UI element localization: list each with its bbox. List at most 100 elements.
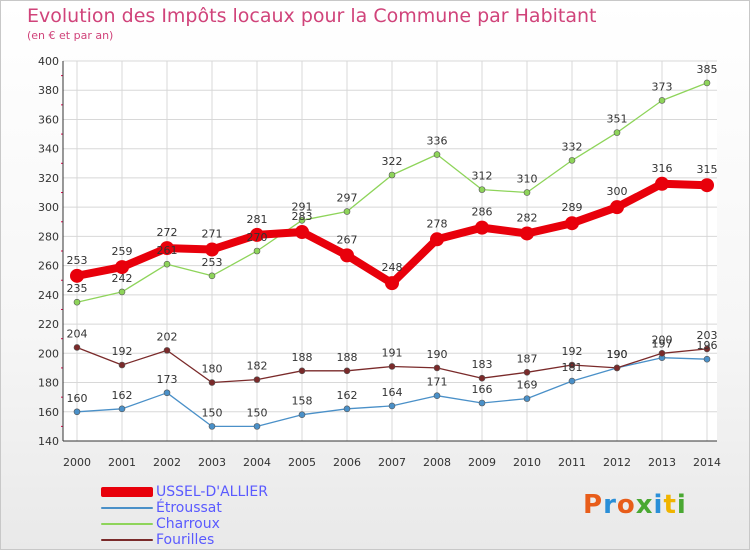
data-point — [250, 227, 264, 242]
y-tick-label: 260 — [38, 260, 59, 273]
data-point — [73, 344, 81, 351]
data-point — [163, 389, 171, 397]
data-point — [343, 208, 351, 215]
data-label: 310 — [517, 173, 538, 186]
data-point — [73, 298, 81, 306]
data-point — [295, 225, 309, 239]
data-label: 242 — [112, 272, 133, 285]
data-label: 272 — [157, 226, 178, 239]
data-point — [115, 260, 129, 275]
data-point — [655, 176, 669, 191]
data-label: 190 — [607, 348, 628, 361]
y-tick-label: 200 — [38, 347, 59, 360]
data-label: 282 — [517, 211, 538, 224]
legend-swatch — [101, 487, 153, 497]
logo-letter: i — [653, 490, 664, 520]
data-point — [118, 361, 126, 369]
data-label: 188 — [292, 351, 313, 364]
data-label: 253 — [67, 254, 88, 267]
data-label: 202 — [157, 330, 178, 343]
y-tick-label: 280 — [38, 230, 59, 243]
x-tick-label: 2003 — [198, 456, 226, 469]
logo-letter: P — [583, 490, 604, 520]
x-tick-label: 2006 — [333, 456, 361, 469]
y-tick-label: 320 — [38, 172, 59, 185]
data-label: 297 — [337, 192, 358, 205]
data-label: 291 — [292, 200, 313, 213]
legend-swatch — [101, 523, 153, 525]
data-point — [478, 186, 486, 193]
data-label: 278 — [427, 217, 448, 230]
data-point — [385, 276, 399, 291]
logo-letter: i — [676, 490, 687, 520]
y-tick-label: 220 — [38, 318, 59, 331]
y-tick-label: 180 — [38, 377, 59, 390]
data-label: 204 — [67, 327, 88, 340]
legend-label: Étroussat — [156, 500, 222, 516]
data-point — [160, 241, 174, 256]
legend-label: Fourilles — [156, 532, 215, 548]
data-label: 150 — [247, 406, 268, 419]
y-tick-label: 360 — [38, 113, 59, 126]
data-label: 351 — [607, 113, 628, 126]
data-point — [253, 247, 261, 255]
data-label: 385 — [697, 63, 718, 76]
data-label: 197 — [652, 338, 673, 351]
data-label: 191 — [382, 346, 403, 359]
data-point — [253, 376, 261, 383]
chart-title: Evolution des Impôts locaux pour la Comm… — [27, 5, 597, 27]
data-point — [340, 248, 354, 263]
data-point — [343, 367, 351, 375]
data-point — [568, 377, 576, 385]
data-point — [208, 423, 216, 430]
data-point — [163, 260, 171, 268]
data-point — [298, 367, 306, 375]
data-point — [73, 408, 81, 416]
data-label: 235 — [67, 282, 88, 295]
data-label: 373 — [652, 80, 673, 93]
data-label: 322 — [382, 155, 403, 168]
data-label: 203 — [697, 329, 718, 342]
x-tick-label: 2008 — [423, 456, 451, 469]
data-label: 158 — [292, 395, 313, 408]
data-point — [388, 402, 396, 410]
data-label: 289 — [562, 201, 583, 214]
data-label: 300 — [607, 185, 628, 198]
data-point — [523, 189, 531, 196]
data-label: 259 — [112, 245, 133, 258]
y-tick-label: 300 — [38, 201, 59, 214]
data-point — [433, 392, 441, 399]
data-label: 169 — [517, 379, 538, 392]
data-label: 270 — [247, 231, 268, 244]
data-point — [118, 288, 126, 296]
legend-label: USSEL-D'ALLIER — [156, 484, 268, 500]
legend-swatch — [101, 507, 153, 509]
data-label: 271 — [202, 228, 223, 241]
data-point — [568, 361, 576, 369]
data-label: 332 — [562, 140, 583, 153]
x-tick-label: 2012 — [603, 456, 631, 469]
data-label: 312 — [472, 170, 493, 183]
x-tick-label: 2011 — [558, 456, 586, 469]
data-label: 261 — [157, 244, 178, 257]
data-label: 187 — [517, 352, 538, 365]
data-label: 182 — [247, 360, 268, 373]
x-tick-label: 2004 — [243, 456, 271, 469]
y-tick-label: 340 — [38, 143, 59, 156]
data-label: 283 — [292, 210, 313, 223]
data-point — [433, 151, 441, 158]
data-label: 192 — [562, 345, 583, 358]
y-tick-label: 400 — [38, 55, 59, 68]
data-label: 181 — [562, 361, 583, 374]
data-label: 281 — [247, 213, 268, 226]
data-label: 180 — [202, 363, 223, 376]
logo-letter: o — [616, 490, 636, 520]
x-tick-label: 2005 — [288, 456, 316, 469]
y-tick-label: 160 — [38, 406, 59, 419]
data-point — [433, 364, 441, 372]
data-label: 190 — [427, 348, 448, 361]
data-label: 336 — [427, 135, 448, 148]
data-point — [658, 350, 666, 357]
data-point — [613, 364, 621, 372]
